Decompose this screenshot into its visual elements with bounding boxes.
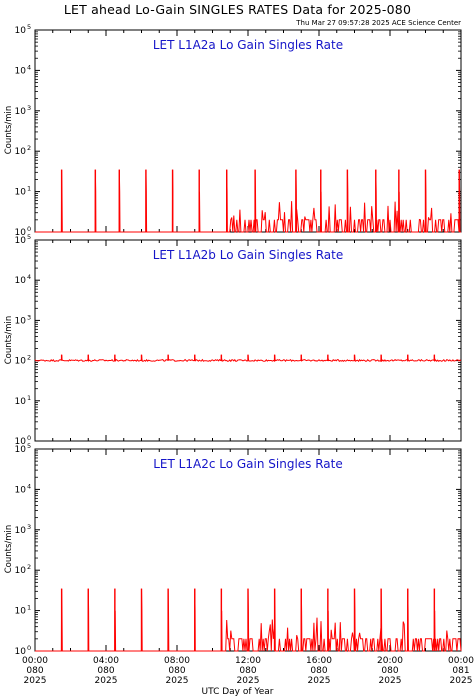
y-tick-exponent: 5: [27, 23, 31, 31]
panel-1-title: LET L1A2a Lo Gain Singles Rate: [153, 38, 343, 52]
x-tick-label: 12:00: [235, 656, 261, 666]
y-tick-label: 10: [15, 107, 27, 117]
x-tick-label: 2025: [166, 676, 189, 686]
y-tick-label: 10: [15, 66, 27, 76]
generation-timestamp: Thu Mar 27 09:57:28 2025 ACE Science Cen…: [296, 19, 461, 27]
x-tick-label: 080: [239, 666, 256, 676]
x-tick-label: 080: [97, 666, 114, 676]
y-tick-exponent: 0: [27, 434, 31, 442]
y-tick-exponent: 2: [27, 563, 31, 571]
y-tick-exponent: 1: [27, 604, 31, 612]
x-tick-label: 20:00: [377, 656, 403, 666]
y-tick-label: 10: [15, 607, 27, 617]
y-tick-label: 10: [15, 228, 27, 238]
y-tick-label: 10: [15, 188, 27, 198]
y-tick-exponent: 2: [27, 144, 31, 152]
y-tick-label: 10: [15, 357, 27, 367]
y-tick-label: 10: [15, 276, 27, 286]
y-tick-exponent: 4: [27, 482, 31, 490]
x-tick-label: 2025: [308, 676, 331, 686]
x-tick-label: 080: [381, 666, 398, 676]
x-tick-label: 080: [26, 666, 43, 676]
x-tick-label: 04:00: [93, 656, 119, 666]
y-tick-exponent: 4: [27, 273, 31, 281]
y-tick-label: 10: [15, 437, 27, 447]
y-tick-exponent: 5: [27, 233, 31, 241]
y-tick-label: 10: [15, 485, 27, 495]
x-tick-label: 08:00: [164, 656, 190, 666]
x-axis-label: UTC Day of Year: [201, 687, 274, 697]
y-tick-label: 10: [15, 445, 27, 455]
x-tick-label: 080: [310, 666, 327, 676]
panel-2-title: LET L1A2b Lo Gain Singles Rate: [153, 248, 344, 262]
y-tick-exponent: 0: [27, 644, 31, 652]
y-tick-label: 10: [15, 147, 27, 157]
panel-2-frame: [34, 239, 462, 442]
x-tick-label: 2025: [237, 676, 260, 686]
panel-3-title: LET L1A2c Lo Gain Singles Rate: [153, 457, 343, 471]
y-tick-label: 10: [15, 26, 27, 36]
x-tick-label: 2025: [95, 676, 118, 686]
y-tick-label: 10: [15, 316, 27, 326]
y-tick-label: 10: [15, 397, 27, 407]
chart-main-title: LET ahead Lo-Gain SINGLES RATES Data for…: [63, 2, 412, 17]
y-tick-label: 10: [15, 647, 27, 657]
panel-2-series-line: [34, 354, 462, 363]
x-tick-label: 16:00: [306, 656, 332, 666]
x-tick-label: 2025: [450, 676, 473, 686]
y-tick-exponent: 3: [27, 313, 31, 321]
y-tick-label: 10: [15, 526, 27, 536]
y-tick-exponent: 1: [27, 394, 31, 402]
y-tick-label: 10: [15, 236, 27, 246]
y-tick-exponent: 3: [27, 523, 31, 531]
y-tick-exponent: 4: [27, 63, 31, 71]
y-tick-exponent: 2: [27, 354, 31, 362]
y-tick-exponent: 3: [27, 104, 31, 112]
x-tick-label: 00:00: [22, 656, 48, 666]
x-tick-label: 081: [452, 666, 469, 676]
y-tick-label: 10: [15, 566, 27, 576]
y-tick-exponent: 0: [27, 225, 31, 233]
x-tick-label: 00:00: [448, 656, 474, 666]
x-tick-label: 080: [168, 666, 185, 676]
y-tick-exponent: 5: [27, 442, 31, 450]
panel-1-frame: [34, 29, 462, 233]
x-tick-label: 2025: [379, 676, 402, 686]
x-tick-label: 2025: [24, 676, 47, 686]
y-tick-exponent: 1: [27, 185, 31, 193]
panel-1-series-line: [35, 169, 461, 233]
